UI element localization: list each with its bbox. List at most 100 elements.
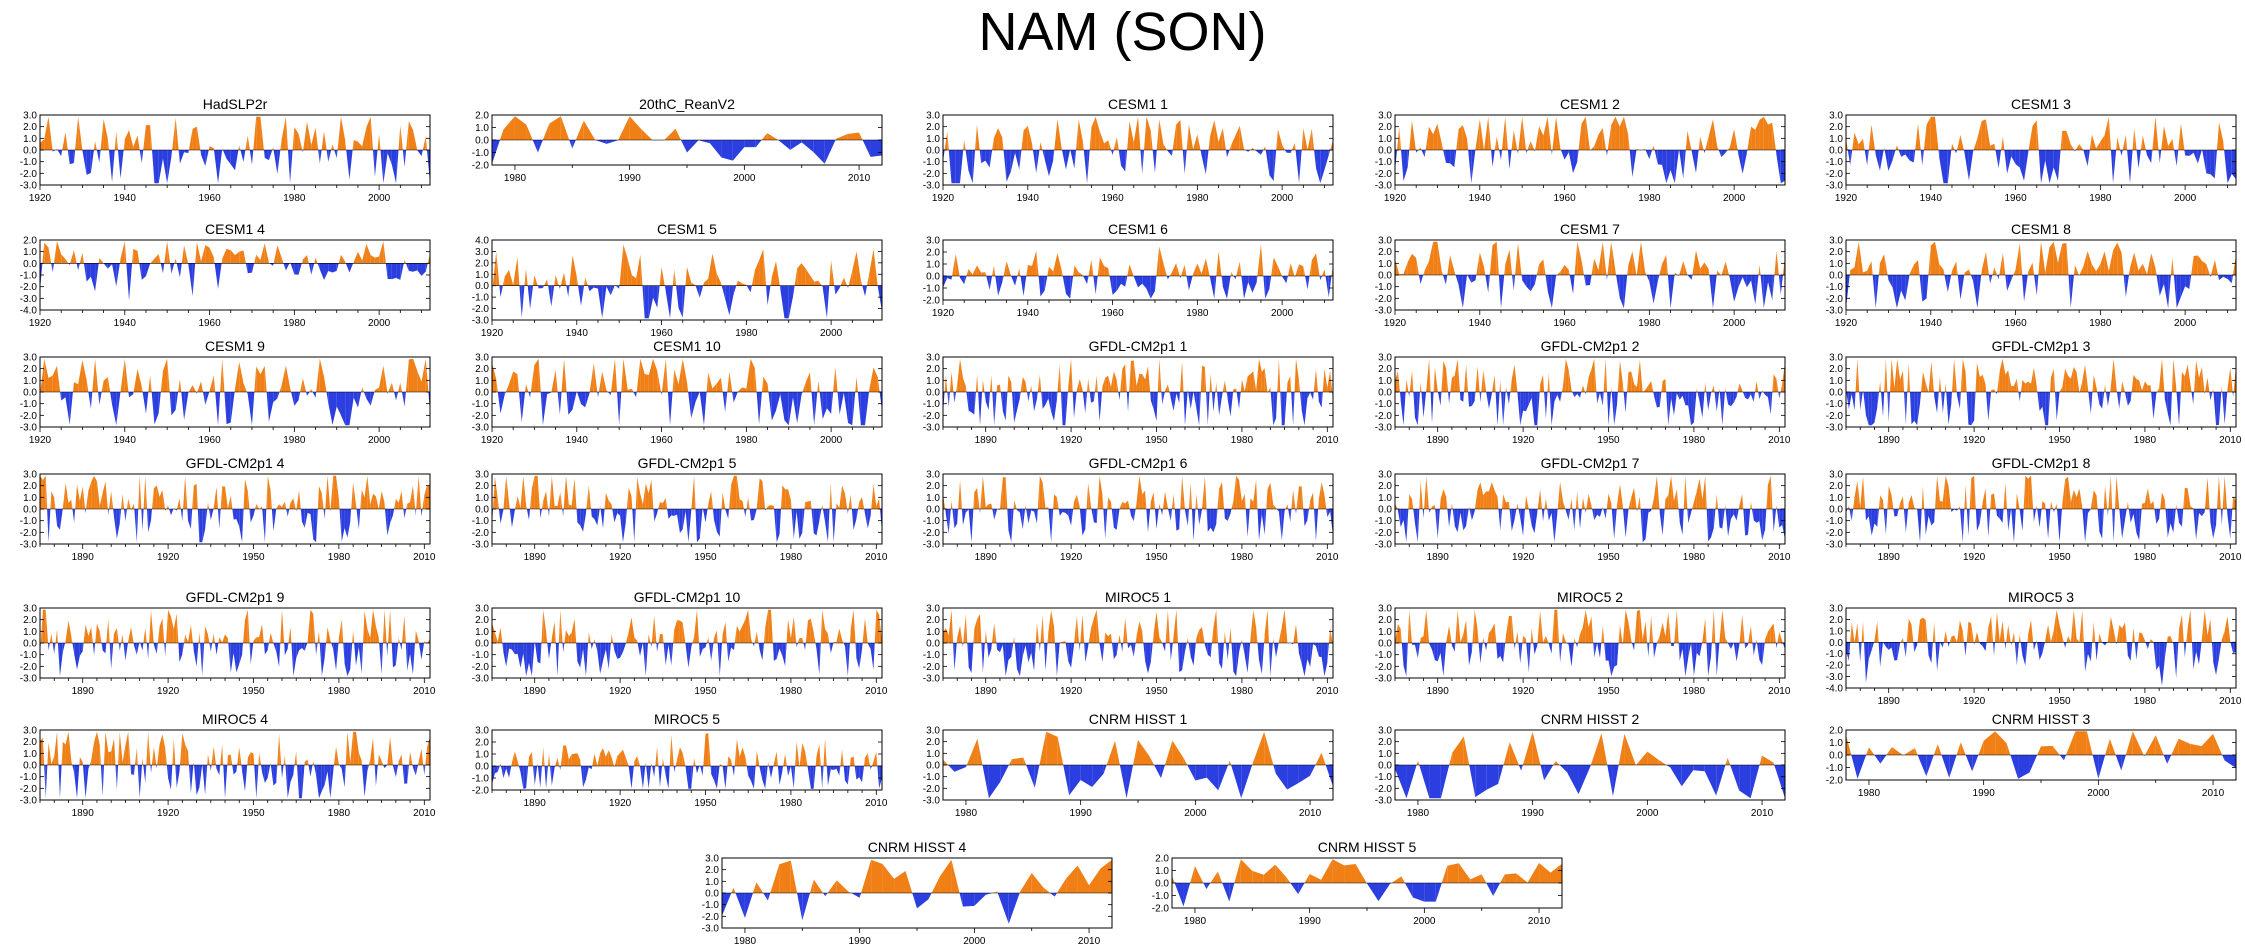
area-segment xyxy=(2163,126,2169,150)
area-segment xyxy=(1025,505,1027,509)
area-segment xyxy=(400,263,404,280)
area-segment xyxy=(2214,150,2217,179)
area-segment xyxy=(538,358,541,392)
area-segment xyxy=(1062,276,1066,294)
area-segment xyxy=(373,493,376,509)
area-segment xyxy=(1403,150,1408,182)
area-segment xyxy=(1939,376,1942,392)
area-segment xyxy=(1150,392,1154,410)
area-segment xyxy=(1417,509,1420,543)
area-segment xyxy=(2057,243,2063,275)
area-segment xyxy=(114,628,117,643)
area-segment xyxy=(580,509,584,532)
area-segment xyxy=(1666,254,1668,275)
area-segment xyxy=(184,392,189,421)
area-segment xyxy=(514,643,518,655)
area-segment xyxy=(768,505,771,509)
area-segment xyxy=(1985,252,1989,275)
area-segment xyxy=(1206,392,1208,426)
area-segment xyxy=(139,640,141,643)
area-segment xyxy=(1908,494,1912,509)
area-segment xyxy=(780,392,785,421)
area-segment xyxy=(530,285,534,309)
area-segment xyxy=(840,277,844,286)
area-segment xyxy=(756,478,760,509)
area-segment xyxy=(1965,485,1967,509)
area-segment xyxy=(268,632,271,643)
area-segment xyxy=(1065,509,1069,516)
area-segment xyxy=(1231,501,1234,509)
area-segment xyxy=(1048,392,1052,412)
area-segment xyxy=(772,643,774,661)
y-tick-label: 0.0 xyxy=(23,388,37,399)
area-segment xyxy=(1091,392,1094,403)
area-segment xyxy=(590,509,592,517)
area-segment xyxy=(876,498,880,509)
area-segment xyxy=(386,643,388,657)
area-segment xyxy=(1474,489,1478,509)
area-segment xyxy=(597,643,601,675)
area-segment xyxy=(94,643,96,656)
area-segment xyxy=(1909,264,1914,275)
area-segment xyxy=(1211,627,1214,643)
area-segment xyxy=(1662,378,1666,392)
area-segment xyxy=(1449,509,1452,528)
area-segment xyxy=(2079,144,2084,150)
area-segment xyxy=(2156,275,2160,296)
area-segment xyxy=(2025,475,2029,509)
area-segment xyxy=(1443,360,1447,392)
area-segment xyxy=(2016,378,2019,392)
area-segment xyxy=(1241,639,1242,643)
area-segment xyxy=(611,504,613,509)
area-segment xyxy=(1152,633,1154,643)
area-segment xyxy=(1022,376,1026,392)
area-segment xyxy=(1728,509,1731,537)
area-segment xyxy=(1028,509,1032,524)
area-segment xyxy=(225,634,228,643)
area-segment xyxy=(1403,509,1407,543)
area-segment xyxy=(132,249,134,264)
x-tick-label: 2010 xyxy=(2219,552,2242,563)
x-tick-label: 1950 xyxy=(694,686,717,697)
area-segment xyxy=(232,509,234,520)
area-segment xyxy=(2197,255,2203,275)
area-segment xyxy=(2038,241,2041,275)
x-tick-label: 1950 xyxy=(1145,552,1168,563)
area-segment xyxy=(560,272,565,286)
y-tick-label: 0.0 xyxy=(1829,271,1843,282)
area-segment xyxy=(1775,150,1777,156)
area-segment xyxy=(856,376,858,392)
area-segment xyxy=(1074,265,1079,276)
area-segment xyxy=(1683,260,1688,275)
area-segment xyxy=(1295,150,1300,184)
area-segment xyxy=(357,392,362,408)
area-segment xyxy=(1036,392,1038,399)
area-segment xyxy=(786,619,789,643)
area-segment xyxy=(2206,263,2210,275)
area-segment xyxy=(149,610,152,643)
area-segment xyxy=(1146,116,1151,150)
area-segment xyxy=(1036,509,1038,524)
area-segment xyxy=(1711,385,1714,392)
x-tick-label: 2010 xyxy=(865,552,888,563)
y-tick-label: 2.0 xyxy=(1829,122,1843,133)
area-segment xyxy=(1591,358,1595,392)
area-segment xyxy=(1639,359,1643,392)
y-tick-label: 4.0 xyxy=(475,236,489,247)
area-segment xyxy=(190,625,193,643)
area-segment xyxy=(525,268,528,286)
area-segment xyxy=(2210,275,2212,278)
area-segment xyxy=(1724,504,1726,509)
area-segment xyxy=(719,643,722,677)
area-segment xyxy=(131,503,134,509)
area-segment xyxy=(1513,275,1516,291)
area-segment xyxy=(1990,275,1993,284)
area-segment xyxy=(1313,492,1315,509)
area-segment xyxy=(2124,392,2128,406)
area-segment xyxy=(1854,132,1859,150)
area-segment xyxy=(1303,266,1306,276)
area-segment xyxy=(736,625,740,643)
